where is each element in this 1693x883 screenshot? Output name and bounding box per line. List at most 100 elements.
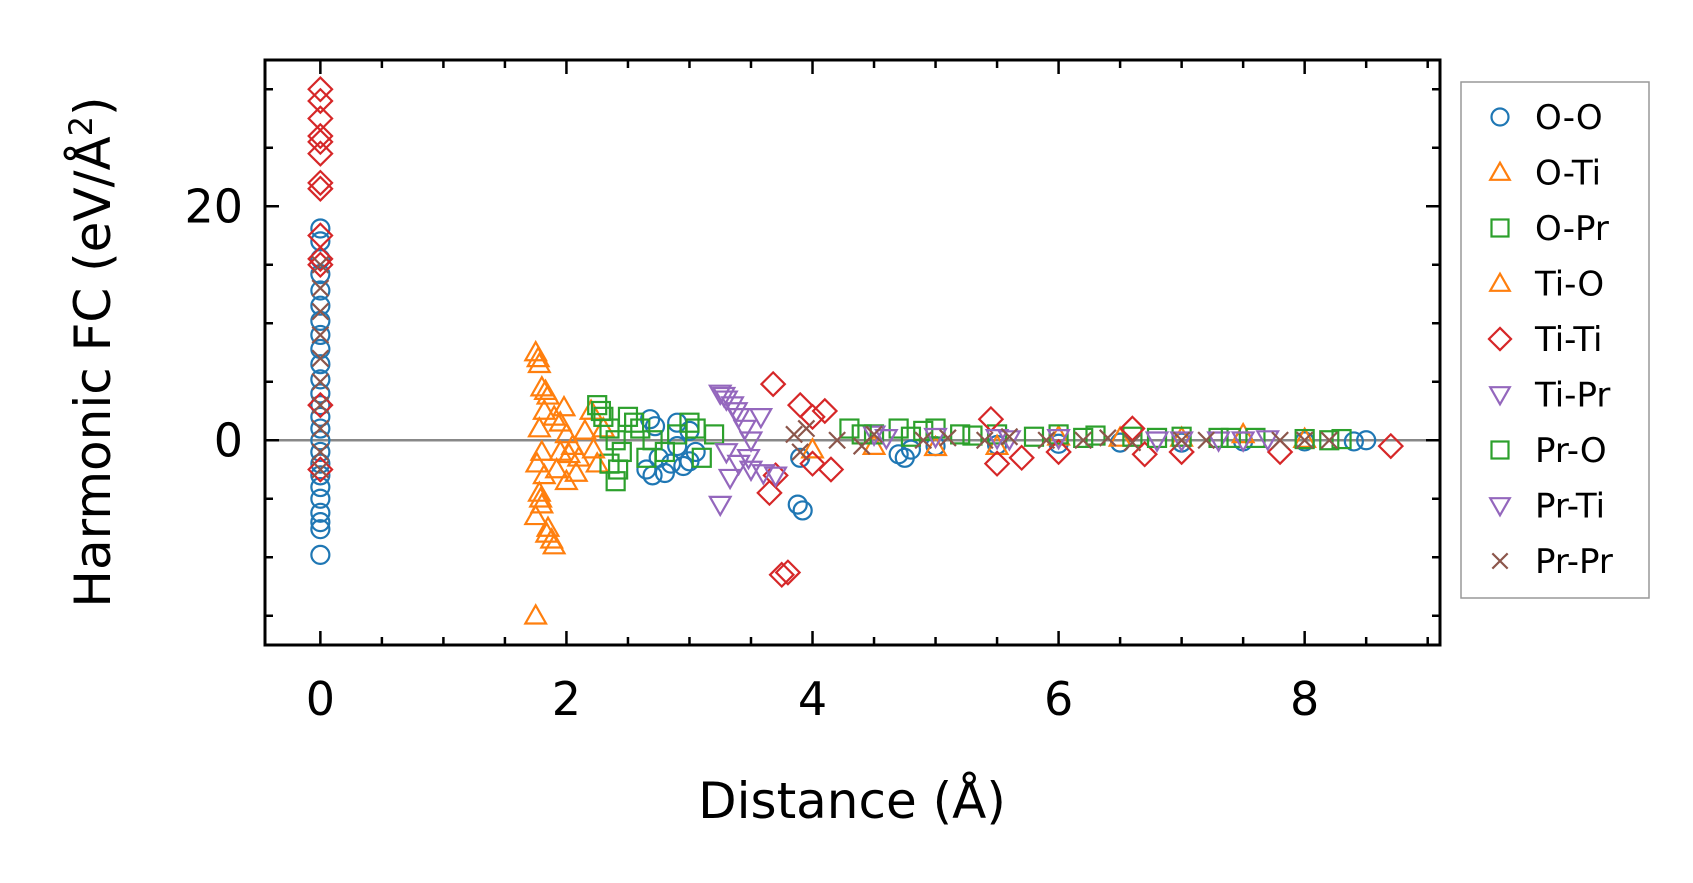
data-point xyxy=(307,75,334,103)
y-axis-label-main: Harmonic FC (eV/Å xyxy=(64,136,122,607)
data-point xyxy=(608,459,629,480)
legend-entry-pr-o: Pr-O xyxy=(1490,431,1607,471)
data-point xyxy=(311,419,330,438)
legend-entry-ti-pr: Ti-Pr xyxy=(1488,376,1610,416)
data-point xyxy=(938,429,957,447)
data-point xyxy=(736,448,761,471)
data-point xyxy=(310,430,331,451)
data-point xyxy=(1343,431,1364,452)
data-point xyxy=(800,437,825,459)
data-point xyxy=(556,441,582,464)
data-point xyxy=(310,295,331,316)
data-point xyxy=(667,412,688,433)
series-pr-o xyxy=(590,400,1340,480)
data-point xyxy=(527,415,552,438)
data-point xyxy=(851,424,872,445)
data-point xyxy=(679,412,700,433)
data-point xyxy=(548,410,573,432)
series-o-ti xyxy=(523,339,1317,625)
data-point xyxy=(644,416,666,437)
data-points xyxy=(307,75,1405,625)
data-point xyxy=(785,425,803,444)
data-point xyxy=(1131,441,1158,468)
data-point xyxy=(525,345,551,368)
legend-entry-o-pr: O-Pr xyxy=(1490,209,1609,249)
data-point xyxy=(983,450,1011,477)
legend: O-O O-Ti O-Pr Ti-O Ti-Ti Ti-Pr Pr-O Pr-Ti Pr-Pr xyxy=(1460,81,1650,599)
data-point xyxy=(523,603,548,625)
data-point xyxy=(914,431,933,450)
data-point xyxy=(310,395,331,416)
data-point xyxy=(1356,430,1377,451)
data-point xyxy=(1046,429,1071,451)
data-point xyxy=(544,456,569,479)
data-point xyxy=(923,427,948,450)
y-axis-label: Harmonic FC (eV/Å2) xyxy=(62,96,122,607)
data-point xyxy=(900,439,922,460)
data-point xyxy=(977,405,1005,433)
legend-marker xyxy=(1488,497,1512,518)
data-point xyxy=(763,466,788,488)
legend-label: Ti-Ti xyxy=(1534,320,1603,360)
legend-entry-ti-ti: Ti-Ti xyxy=(1487,320,1603,360)
data-point xyxy=(1008,444,1035,472)
data-point xyxy=(1146,427,1168,449)
legend-marker xyxy=(1488,271,1512,292)
data-point xyxy=(1037,431,1056,450)
y-axis-label-sup: 2 xyxy=(62,116,100,136)
data-point xyxy=(624,412,645,433)
data-point xyxy=(572,418,598,440)
data-point xyxy=(667,436,688,457)
data-point xyxy=(1073,427,1094,449)
x-tick-label: 6 xyxy=(1044,672,1073,726)
data-point xyxy=(564,460,589,482)
data-point xyxy=(811,397,839,425)
legend-label: Pr-Ti xyxy=(1535,487,1605,527)
data-point xyxy=(617,406,639,427)
legend-marker xyxy=(1490,218,1510,238)
data-point xyxy=(524,451,550,473)
data-point xyxy=(759,370,787,398)
x-tick-label: 4 xyxy=(798,672,827,726)
legend-marker xyxy=(1490,107,1510,127)
data-point xyxy=(1292,426,1317,448)
legend-label: O-Pr xyxy=(1535,209,1609,249)
data-point xyxy=(310,354,331,375)
data-point xyxy=(310,441,331,463)
plot-frame xyxy=(263,58,1442,647)
legend-marker xyxy=(1488,386,1512,407)
legend-box xyxy=(1460,81,1650,599)
series-o-o xyxy=(310,218,1377,566)
data-point xyxy=(310,453,331,474)
legend-entry-pr-pr: Pr-Pr xyxy=(1491,542,1613,582)
data-point xyxy=(307,169,334,197)
data-point xyxy=(691,447,712,468)
legend-label: O-O xyxy=(1535,98,1603,138)
data-point xyxy=(611,441,632,463)
data-point xyxy=(310,248,331,269)
data-point xyxy=(748,407,774,430)
data-point xyxy=(1220,427,1241,449)
axis-tick-labels: 0 2 4 6 8 0 20 xyxy=(184,179,1319,726)
data-point xyxy=(307,105,334,132)
series-ti-ti xyxy=(307,75,1405,589)
data-point xyxy=(1144,431,1170,453)
data-point xyxy=(590,400,611,422)
data-point xyxy=(307,245,334,273)
data-point xyxy=(581,437,606,459)
data-point xyxy=(310,519,331,540)
data-point xyxy=(630,418,651,439)
data-point xyxy=(799,450,826,477)
legend-label: Ti-Pr xyxy=(1534,376,1610,416)
data-point xyxy=(310,418,331,439)
data-point xyxy=(1123,433,1142,452)
data-point xyxy=(874,429,899,451)
data-point xyxy=(523,503,548,526)
data-point xyxy=(311,326,330,344)
data-point xyxy=(984,429,1010,451)
series-pr-pr xyxy=(311,255,1339,479)
data-point xyxy=(1319,430,1340,451)
data-point xyxy=(310,383,331,404)
data-point xyxy=(723,402,749,424)
legend-entry-pr-ti: Pr-Ti xyxy=(1488,487,1605,527)
